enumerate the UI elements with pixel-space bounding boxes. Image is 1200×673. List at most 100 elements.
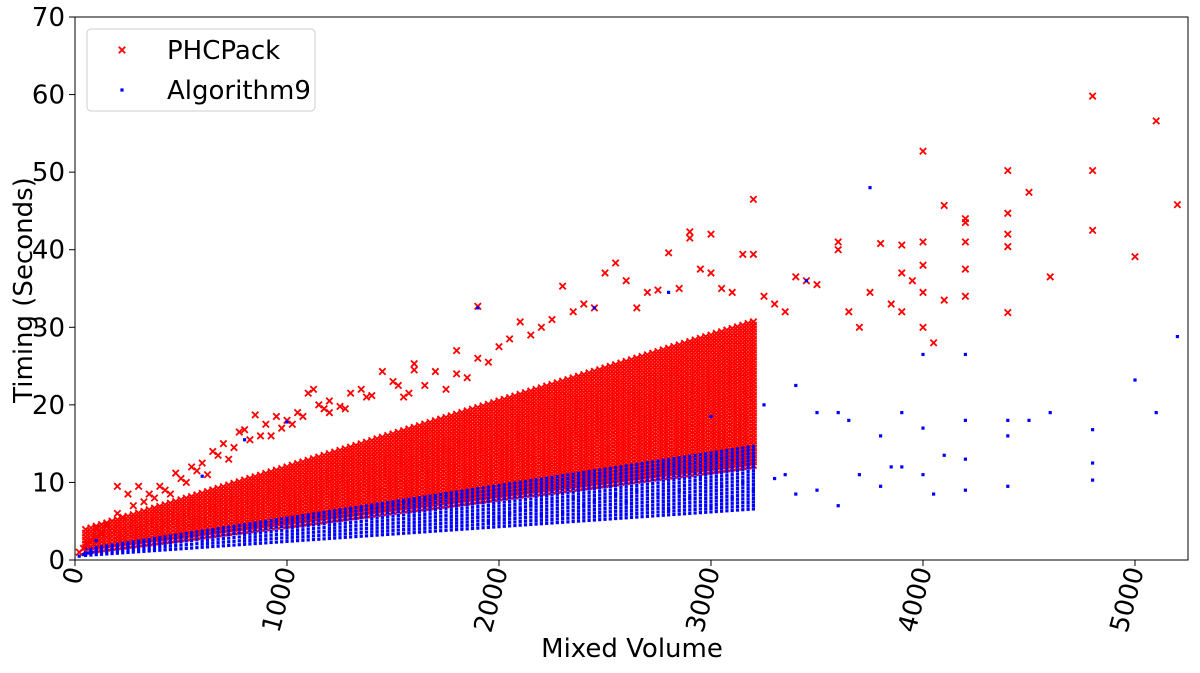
algorithm9-point: [333, 533, 337, 537]
algorithm9-point: [147, 546, 151, 550]
phcpack-point: [426, 418, 434, 427]
algorithm9-point: [561, 488, 565, 492]
algorithm9-point: [354, 509, 358, 513]
algorithm9-point: [391, 525, 395, 529]
algorithm9-point: [142, 546, 146, 551]
algorithm9-point: [253, 538, 257, 542]
algorithm9-point: [476, 494, 480, 498]
algorithm9-point: [492, 501, 496, 505]
algorithm9-point: [741, 486, 745, 490]
algorithm9-point: [635, 494, 639, 498]
algorithm9-point: [523, 497, 528, 502]
algorithm9-point: [587, 494, 591, 498]
algorithm9-point: [470, 509, 475, 513]
algorithm9-point: [619, 499, 623, 503]
algorithm9-point: [386, 522, 390, 526]
x-tick-label: 0: [58, 564, 91, 588]
algorithm9-point: [417, 499, 422, 503]
algorithm9-point: [640, 500, 644, 505]
algorithm9-point: [243, 536, 247, 540]
algorithm9-point: [688, 454, 692, 458]
algorithm9-point: [746, 493, 750, 498]
algorithm9-point: [205, 538, 210, 542]
algorithm9-point: [190, 533, 194, 537]
algorithm9-point: [423, 512, 427, 516]
algorithm9-point: [629, 467, 634, 471]
algorithm9-point: [444, 510, 448, 514]
algorithm9-point: [147, 543, 151, 547]
algorithm9-point: [322, 537, 326, 541]
algorithm9-point: [629, 463, 634, 467]
algorithm9-point: [566, 498, 570, 502]
algorithm9-point: [640, 483, 644, 487]
algorithm9-point: [349, 517, 353, 521]
algorithm9-point: [629, 508, 634, 513]
algorithm9-point: [645, 500, 649, 504]
algorithm9-point: [274, 540, 278, 544]
algorithm9-point: [561, 511, 565, 516]
algorithm9-point: [195, 530, 199, 534]
algorithm9-point: [576, 475, 581, 479]
algorithm9-point: [751, 503, 755, 508]
algorithm9-point: [725, 480, 729, 485]
algorithm9-point: [179, 547, 183, 551]
algorithm9-point: [704, 486, 708, 490]
algorithm9-point: [746, 466, 750, 470]
algorithm9-point: [343, 528, 347, 532]
algorithm9-point: [566, 480, 570, 484]
algorithm9-point: [640, 508, 644, 512]
algorithm9-point: [539, 518, 543, 522]
algorithm9-point: [566, 491, 570, 495]
legend-marker-algorithm9: [120, 88, 124, 92]
algorithm9-point: [571, 519, 575, 524]
algorithm9-point: [407, 531, 411, 535]
algorithm9-point: [269, 526, 273, 530]
algorithm9-point: [619, 475, 623, 479]
algorithm9-point: [730, 476, 734, 480]
algorithm9-point: [725, 456, 729, 460]
algorithm9-point: [661, 472, 665, 476]
algorithm9-point: [460, 496, 464, 500]
algorithm9-point: [545, 518, 549, 522]
algorithm9-point: [327, 526, 331, 530]
algorithm9-point: [333, 536, 337, 540]
algorithm9-point: [677, 491, 681, 495]
algorithm9-point: [942, 453, 946, 457]
algorithm9-point: [455, 490, 459, 494]
algorithm9-point: [343, 518, 347, 522]
algorithm9-point: [730, 473, 734, 477]
algorithm9-point: [720, 484, 724, 488]
algorithm9-point: [661, 462, 665, 466]
algorithm9-point: [847, 418, 851, 422]
algorithm9-point: [735, 468, 740, 473]
algorithm9-point: [725, 509, 729, 513]
algorithm9-point: [698, 460, 702, 464]
phcpack-point: [526, 387, 535, 395]
algorithm9-point: [327, 533, 331, 537]
algorithm9-point: [465, 506, 469, 510]
algorithm9-point: [576, 471, 581, 475]
algorithm9-point: [391, 507, 395, 511]
algorithm9-point: [619, 468, 623, 472]
algorithm9-point: [714, 471, 718, 475]
algorithm9-point: [571, 472, 575, 476]
algorithm9-point: [725, 470, 729, 474]
algorithm9-point: [380, 519, 384, 523]
algorithm9-point: [735, 494, 740, 498]
algorithm9-point: [327, 530, 331, 534]
algorithm9-point: [311, 516, 316, 520]
algorithm9-point: [598, 468, 602, 472]
algorithm9-point: [661, 499, 665, 504]
algorithm9-point: [1154, 411, 1158, 415]
algorithm9-point: [656, 459, 660, 463]
algorithm9-point: [322, 529, 326, 533]
y-tick-label: 70: [32, 3, 65, 33]
algorithm9-point: [190, 542, 194, 546]
algorithm9-point: [709, 499, 713, 504]
algorithm9-point: [439, 525, 443, 529]
algorithm9-point: [762, 403, 766, 407]
algorithm9-point: [746, 473, 750, 477]
algorithm9-point: [444, 499, 448, 503]
algorithm9-point: [534, 485, 538, 489]
